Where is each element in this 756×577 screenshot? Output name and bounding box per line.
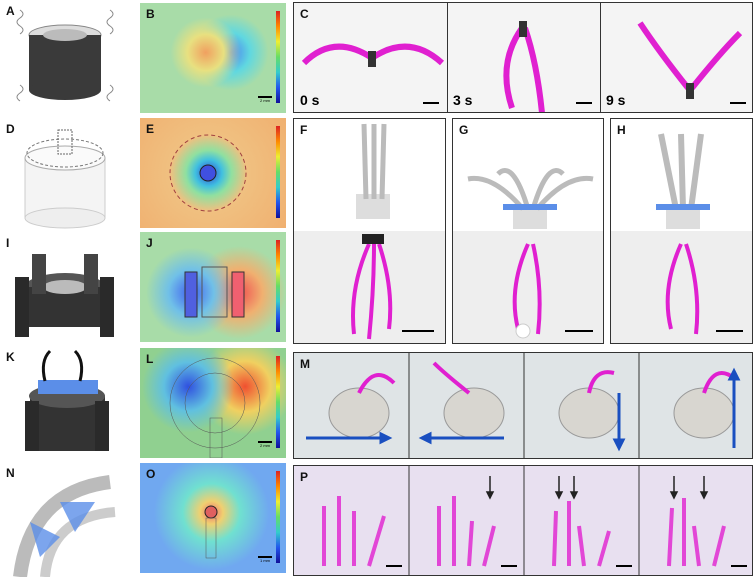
time-label: 9 s xyxy=(606,92,626,108)
panel-a: A xyxy=(0,0,130,115)
panel-c: C 0 s 3 s 9 s xyxy=(293,2,753,113)
gripper-frames xyxy=(322,466,747,575)
panel-label: L xyxy=(146,352,154,366)
colorbar xyxy=(276,240,280,332)
panel-label: N xyxy=(6,466,15,480)
panel-label: B xyxy=(146,7,155,21)
four-pillar-model xyxy=(15,254,114,337)
panel-label: K xyxy=(6,350,15,364)
panel-g: G xyxy=(452,118,604,344)
panel-label: M xyxy=(300,357,310,371)
panel-n: N xyxy=(0,462,130,577)
panel-label: O xyxy=(146,467,156,481)
time-label: 0 s xyxy=(300,92,320,108)
panel-label: H xyxy=(617,123,626,137)
colorbar xyxy=(276,471,280,563)
panel-o: O 1 mm xyxy=(140,463,286,573)
panel-label: P xyxy=(300,470,309,484)
panel-m: M xyxy=(293,352,753,459)
time-label: 3 s xyxy=(453,92,473,108)
panel-label: I xyxy=(6,236,10,250)
scale-bar: 1 mm xyxy=(258,556,272,563)
magnet-model xyxy=(25,349,109,451)
frame-0s: 0 s xyxy=(294,3,448,112)
ring-coil-model xyxy=(24,129,106,229)
panel-label: E xyxy=(146,122,155,136)
panel-label: D xyxy=(6,122,15,136)
panel-e: E xyxy=(140,118,286,228)
translation-frames xyxy=(306,353,741,458)
panel-label: C xyxy=(300,7,309,21)
panel-l: L 2 mm xyxy=(140,348,286,458)
frame-3s: 3 s xyxy=(447,3,601,112)
panel-label: G xyxy=(459,123,469,137)
panel-label: F xyxy=(300,123,308,137)
panel-b: B 2 mm xyxy=(140,3,286,113)
scale-bar: 2 mm xyxy=(258,441,272,448)
panel-label: A xyxy=(6,4,15,18)
panel-f: F xyxy=(293,118,446,344)
panel-h: H xyxy=(610,118,753,344)
panel-d: D xyxy=(0,118,130,233)
arrow-icon xyxy=(485,476,709,500)
panel-label: J xyxy=(146,236,153,250)
colorbar xyxy=(276,11,280,103)
panel-i: I xyxy=(0,232,130,347)
curved-rails-model xyxy=(13,475,116,577)
cylinder-coils-model xyxy=(16,9,114,102)
panel-k: K xyxy=(0,346,130,461)
frame-9s: 9 s xyxy=(600,3,752,112)
panel-p: P xyxy=(293,465,753,576)
colorbar xyxy=(276,126,280,218)
scale-bar: 2 mm xyxy=(258,96,272,103)
arrow-icon xyxy=(306,367,741,452)
colorbar xyxy=(276,356,280,448)
panel-j: J xyxy=(140,232,286,342)
